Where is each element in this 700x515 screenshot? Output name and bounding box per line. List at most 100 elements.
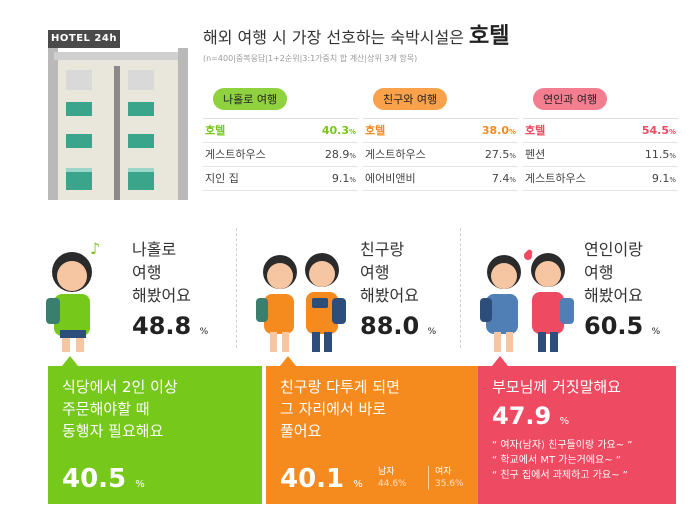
panel-percentage: 48.8 % — [132, 312, 209, 340]
panel-question-line: 해봤어요 — [584, 286, 643, 305]
ranking-label: 연인과 여행 — [533, 88, 608, 110]
hotel-pillar-right — [178, 48, 188, 200]
ranking-row: 게스트하우스 28.9% — [203, 143, 358, 167]
hotel-illustration: HOTEL 24h — [48, 18, 188, 200]
ranking-row: 펜션 11.5% — [523, 143, 678, 167]
gender-label: 남자 — [378, 467, 395, 477]
ranking-pct: 54.5 — [641, 124, 669, 137]
hotel-door — [66, 168, 92, 190]
hotel-roof — [54, 52, 182, 60]
hotel-window — [66, 134, 92, 148]
ranking-name: 호텔 — [525, 124, 546, 137]
title-prefix: 해외 여행 시 가장 선호하는 숙박시설은 — [203, 28, 464, 47]
title-emphasis: 호텔 — [469, 24, 510, 49]
card-solo: 식당에서 2인 이상 주문해야할 때 동행자 필요해요 40.5 % — [48, 356, 262, 504]
hotel-window — [66, 102, 92, 116]
card-text-line: 식당에서 2인 이상 — [62, 378, 178, 396]
panel-percentage: 60.5 % — [584, 312, 661, 340]
ranking-pct: 9.1 — [331, 172, 350, 185]
card-text-line: 풀어요 — [280, 422, 322, 440]
card-percentage: 40.1 % — [280, 464, 363, 494]
ranking-pct: 28.9 — [324, 148, 350, 161]
svg-text:♪: ♪ — [90, 239, 100, 258]
panel-friends: 친구랑 여행 해봤어요 88.0 % — [250, 226, 460, 356]
ranking-row: 에어비앤비 7.4% — [363, 167, 518, 191]
quote-item: “ 학교에서 MT 가는거에요~ ” — [492, 455, 621, 466]
card-percentage: 40.5 % — [62, 464, 145, 494]
friends-traveler-icon — [256, 253, 346, 352]
ranking-list: 호텔 38.0% 게스트하우스 27.5% 에어비앤비 7.4% — [363, 118, 518, 191]
ranking-row: 게스트하우스 27.5% — [363, 143, 518, 167]
panel-question: 연인이랑 여행 해봤어요 — [584, 238, 684, 307]
ranking-name: 지인 집 — [205, 172, 239, 185]
card-friends: 친구랑 다투게 되면 그 자리에서 바로 풀어요 40.1 % 남자 44.6%… — [266, 356, 480, 504]
panel-question-line: 여행 — [132, 263, 162, 282]
card-text-line: 동행자 필요해요 — [62, 422, 164, 440]
ranking-list: 호텔 40.3% 게스트하우스 28.9% 지인 집 9.1% — [203, 118, 358, 191]
ranking-couple: 연인과 여행 호텔 54.5% 펜션 11.5% 게스트하우스 9.1% — [523, 88, 678, 191]
panel-question-line: 여행 — [360, 263, 390, 282]
ranking-solo: 나홀로 여행 호텔 40.3% 게스트하우스 28.9% 지인 집 9.1% — [203, 88, 358, 191]
panel-divider — [460, 228, 461, 348]
page-subtitle: (n=400|중복응답|1+2순위|3:1가중치 합 계산|상위 3개 항목) — [203, 54, 418, 63]
card-text-line: 그 자리에서 바로 — [280, 400, 387, 418]
solo-traveler-icon: ♪ — [46, 239, 100, 352]
ranking-friends: 친구와 여행 호텔 38.0% 게스트하우스 27.5% 에어비앤비 7.4% — [363, 88, 518, 191]
ranking-pct: 7.4 — [491, 172, 510, 185]
panel-question: 나홀로 여행 해봤어요 — [132, 238, 232, 307]
card-text: 친구랑 다투게 되면 그 자리에서 바로 풀어요 — [280, 376, 466, 442]
quote-item: “ 여자(남자) 친구들이랑 가요~ ” — [492, 440, 633, 451]
hotel-pillar-left — [48, 48, 58, 200]
card-text-line: 주문해야할 때 — [62, 400, 150, 418]
panel-solo: ♪ 나홀로 여행 해봤어요 48.8 % — [22, 226, 232, 356]
ranking-pct: 27.5 — [484, 148, 510, 161]
ranking-row: 호텔 38.0% — [363, 119, 518, 143]
hotel-window — [128, 102, 154, 116]
gender-value: 35.6% — [435, 479, 464, 489]
panel-question: 친구랑 여행 해봤어요 — [360, 238, 460, 307]
panel-question-line: 연인이랑 — [584, 240, 643, 259]
hotel-window — [128, 70, 154, 90]
ranking-name: 게스트하우스 — [205, 148, 266, 161]
ranking-name: 게스트하우스 — [525, 172, 586, 185]
panel-question-line: 해봤어요 — [132, 286, 191, 305]
ranking-pct: 9.1 — [651, 172, 670, 185]
card-text-line: 친구랑 다투게 되면 — [280, 378, 400, 396]
ranking-label: 친구와 여행 — [373, 88, 448, 110]
ranking-name: 호텔 — [205, 124, 226, 137]
page-title: 해외 여행 시 가장 선호하는 숙박시설은 호텔 — [203, 18, 510, 50]
quote-item: “ 친구 집에서 과제하고 가요~ ” — [492, 470, 628, 481]
card-text: 부모님께 거짓말해요 — [492, 378, 621, 396]
gender-label: 여자 — [435, 467, 452, 477]
hotel-sign: HOTEL 24h — [48, 30, 120, 48]
hotel-window — [128, 134, 154, 148]
gender-value: 44.6% — [378, 479, 407, 489]
panel-percentage: 88.0 % — [360, 312, 437, 340]
panel-question-line: 해봤어요 — [360, 286, 419, 305]
ranking-pct: 40.3 — [321, 124, 349, 137]
card-couple: 부모님께 거짓말해요 47.9 % “ 여자(남자) 친구들이랑 가요~ ” “… — [478, 356, 676, 504]
gender-male: 남자 44.6% — [378, 466, 407, 490]
ranking-pct: 11.5 — [644, 148, 670, 161]
ranking-name: 에어비앤비 — [365, 172, 416, 185]
panel-couple: 연인이랑 여행 해봤어요 60.5 % — [474, 226, 684, 356]
ranking-row: 지인 집 9.1% — [203, 167, 358, 191]
ranking-row: 호텔 40.3% — [203, 119, 358, 143]
hotel-door — [128, 168, 154, 190]
panel-divider — [236, 228, 237, 348]
panel-question-line: 나홀로 — [132, 240, 177, 259]
ranking-name: 호텔 — [365, 124, 386, 137]
ranking-list: 호텔 54.5% 펜션 11.5% 게스트하우스 9.1% — [523, 118, 678, 191]
quote-list: “ 여자(남자) 친구들이랑 가요~ ” “ 학교에서 MT 가는거에요~ ” … — [492, 438, 662, 483]
panel-question-line: 친구랑 — [360, 240, 405, 259]
ranking-pct: 38.0 — [481, 124, 509, 137]
ranking-row: 호텔 54.5% — [523, 119, 678, 143]
hotel-sign-pole — [114, 66, 120, 200]
ranking-row: 게스트하우스 9.1% — [523, 167, 678, 191]
panel-question-line: 여행 — [584, 263, 614, 282]
ranking-label: 나홀로 여행 — [213, 88, 288, 110]
hotel-window — [66, 70, 92, 90]
ranking-name: 게스트하우스 — [365, 148, 426, 161]
couple-traveler-icon — [480, 249, 574, 352]
card-text: 식당에서 2인 이상 주문해야할 때 동행자 필요해요 — [62, 376, 248, 442]
